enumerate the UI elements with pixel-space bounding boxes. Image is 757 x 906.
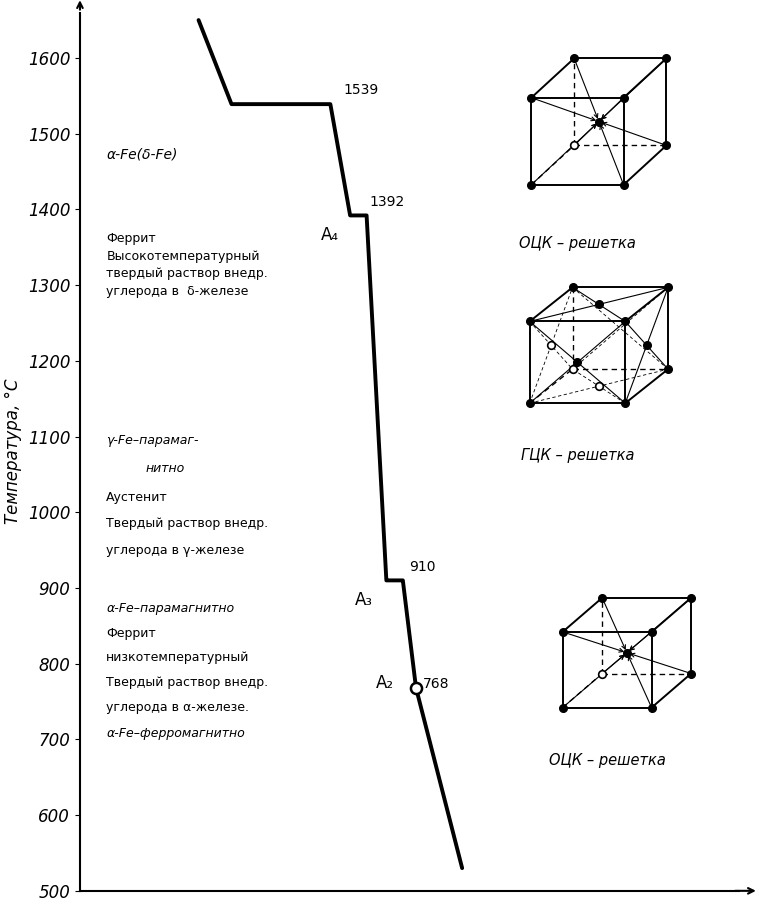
Text: 910: 910 — [410, 560, 436, 574]
Text: Аустенит: Аустенит — [106, 491, 168, 504]
Text: α-Fe–парамагнитно: α-Fe–парамагнитно — [106, 602, 235, 615]
Text: γ-Fe–парамаг-: γ-Fe–парамаг- — [106, 434, 199, 447]
Text: α-Fe(δ-Fe): α-Fe(δ-Fe) — [106, 148, 178, 162]
Text: α-Fe–ферромагнитно: α-Fe–ферромагнитно — [106, 727, 245, 740]
Text: ОЦК – решетка: ОЦК – решетка — [549, 753, 665, 768]
Y-axis label: Температура, °С: Температура, °С — [5, 379, 22, 525]
Text: A₂: A₂ — [375, 674, 394, 691]
Text: A₃: A₃ — [355, 591, 373, 609]
Text: ГЦК – решетка: ГЦК – решетка — [521, 448, 634, 463]
Text: низкотемпературный: низкотемпературный — [106, 651, 250, 664]
Text: A₄: A₄ — [322, 226, 339, 244]
Text: 768: 768 — [422, 677, 449, 691]
Text: 1392: 1392 — [370, 196, 405, 209]
Text: Твердый раствор внедр.: Твердый раствор внедр. — [106, 676, 269, 689]
Text: ОЦК – решетка: ОЦК – решетка — [519, 236, 636, 251]
Text: нитно: нитно — [146, 462, 185, 475]
Text: Твердый раствор внедр.: Твердый раствор внедр. — [106, 517, 269, 530]
Text: 1539: 1539 — [344, 83, 378, 97]
Text: Феррит
Высокотемпературный
твердый раствор внедр.
углерода в  δ-железе: Феррит Высокотемпературный твердый раств… — [106, 232, 268, 297]
Text: Феррит: Феррит — [106, 627, 156, 640]
Text: углерода в α-железе.: углерода в α-железе. — [106, 701, 249, 714]
Text: углерода в γ-железе: углерода в γ-железе — [106, 544, 245, 556]
